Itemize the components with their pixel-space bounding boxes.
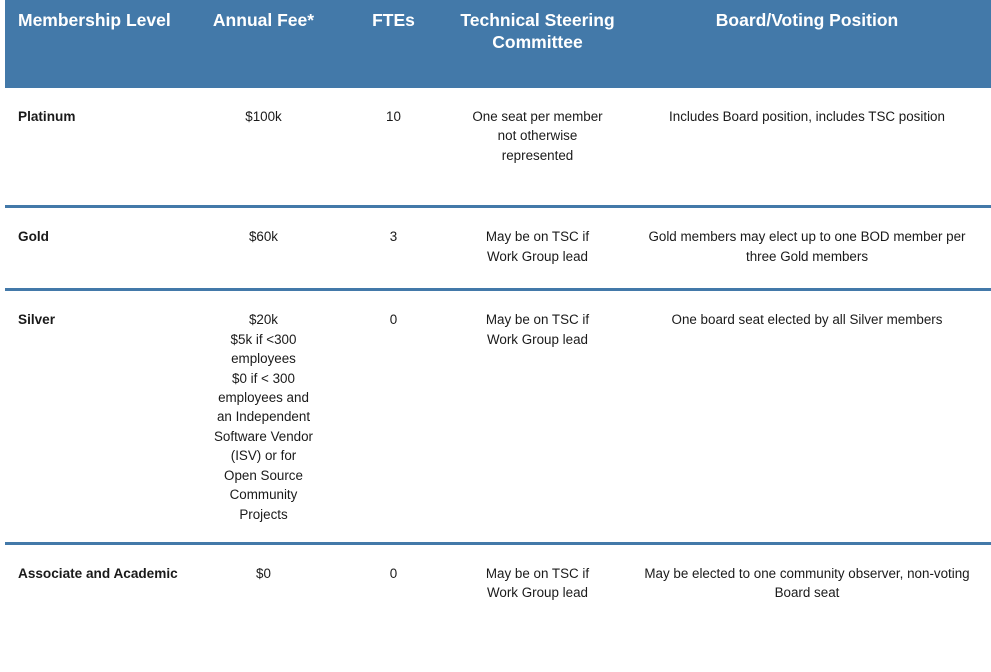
- cell-board-voting-position: One board seat elected by all Silver mem…: [623, 289, 991, 545]
- table-row: Associate and Academic $0 0 May be on TS…: [5, 544, 991, 611]
- cell-ftes: 0: [335, 544, 452, 611]
- cell-annual-fee-text: $20k $5k if <300 employees $0 if < 300 emp…: [214, 291, 313, 542]
- cell-ftes-text: 3: [389, 229, 398, 245]
- table-row: Silver $20k $5k if <300 employees $0 if < …: [5, 289, 991, 545]
- cell-membership-level-text: Associate and Academic: [18, 566, 178, 581]
- membership-levels-table: Membership Level Annual Fee* FTEs Techni…: [5, 0, 991, 611]
- cell-board-voting-position-text: May be elected to one community observer…: [644, 566, 970, 601]
- cell-membership-level-text: Silver: [18, 312, 56, 328]
- cell-board-voting-position-text: Includes Board position, includes TSC po…: [669, 109, 945, 124]
- cell-annual-fee-text: $100k: [245, 109, 282, 124]
- cell-technical-steering-committee-text: May be on TSC if Work Group lead: [485, 566, 590, 601]
- cell-technical-steering-committee-text: One seat per member not otherwise repres…: [472, 109, 603, 163]
- cell-annual-fee: $20k $5k if <300 employees $0 if < 300 emp…: [192, 289, 335, 545]
- table-row: Gold $60k 3 May be on TSC if Work Group …: [5, 206, 991, 292]
- cell-board-voting-position-text: One board seat elected by all Silver mem…: [671, 312, 943, 328]
- cell-ftes: 10: [335, 88, 452, 209]
- cell-annual-fee: $100k: [192, 88, 335, 209]
- cell-technical-steering-committee: May be on TSC if Work Group lead: [452, 206, 623, 292]
- cell-board-voting-position-text: Gold members may elect up to one BOD mem…: [648, 229, 966, 264]
- cell-technical-steering-committee: One seat per member not otherwise repres…: [452, 88, 623, 209]
- cell-annual-fee-text: $0: [256, 566, 271, 581]
- cell-ftes-text: 10: [386, 109, 401, 124]
- cell-technical-steering-committee-text: May be on TSC if Work Group lead: [485, 312, 590, 347]
- column-header-ftes-label: FTEs: [372, 10, 415, 30]
- column-header-membership-level-label: Membership Level: [18, 10, 171, 30]
- cell-ftes: 3: [335, 206, 452, 292]
- column-header-board-voting-position-label: Board/Voting Position: [715, 10, 899, 30]
- cell-board-voting-position: May be elected to one community observer…: [623, 544, 991, 611]
- cell-membership-level: Platinum: [5, 88, 192, 209]
- cell-annual-fee-text: $60k: [248, 229, 279, 245]
- cell-ftes-text: 0: [389, 312, 398, 328]
- column-header-annual-fee: Annual Fee*: [192, 0, 335, 88]
- table-header: Membership Level Annual Fee* FTEs Techni…: [5, 0, 991, 88]
- cell-technical-steering-committee: May be on TSC if Work Group lead: [452, 544, 623, 611]
- cell-ftes: 0: [335, 289, 452, 545]
- column-header-ftes: FTEs: [335, 0, 452, 88]
- table-header-row: Membership Level Annual Fee* FTEs Techni…: [5, 0, 991, 88]
- cell-technical-steering-committee: May be on TSC if Work Group lead: [452, 289, 623, 545]
- column-header-technical-steering-committee: Technical Steering Committee: [452, 0, 623, 88]
- column-header-annual-fee-label: Annual Fee*: [212, 10, 315, 30]
- cell-board-voting-position: Gold members may elect up to one BOD mem…: [623, 206, 991, 292]
- cell-membership-level-text: Gold: [18, 229, 49, 245]
- fee-line: $5k if <300 employees: [230, 331, 297, 367]
- cell-membership-level-text: Platinum: [18, 109, 76, 124]
- fee-line: $20k: [248, 312, 279, 328]
- table-body: Platinum $100k 10 One seat per member no…: [5, 88, 991, 611]
- fee-line: $0 if < 300 employees and an Independent…: [214, 370, 314, 522]
- cell-annual-fee: $0: [192, 544, 335, 611]
- cell-membership-level: Silver: [5, 289, 192, 545]
- column-header-board-voting-position: Board/Voting Position: [623, 0, 991, 88]
- column-header-membership-level: Membership Level: [5, 0, 192, 88]
- cell-membership-level: Gold: [5, 206, 192, 292]
- cell-technical-steering-committee-text: May be on TSC if Work Group lead: [485, 229, 590, 264]
- table-row: Platinum $100k 10 One seat per member no…: [5, 88, 991, 209]
- cell-annual-fee: $60k: [192, 206, 335, 292]
- column-header-technical-steering-committee-label: Technical Steering Committee: [460, 10, 615, 53]
- cell-membership-level: Associate and Academic: [5, 544, 192, 611]
- cell-board-voting-position: Includes Board position, includes TSC po…: [623, 88, 991, 209]
- cell-ftes-text: 0: [389, 566, 398, 581]
